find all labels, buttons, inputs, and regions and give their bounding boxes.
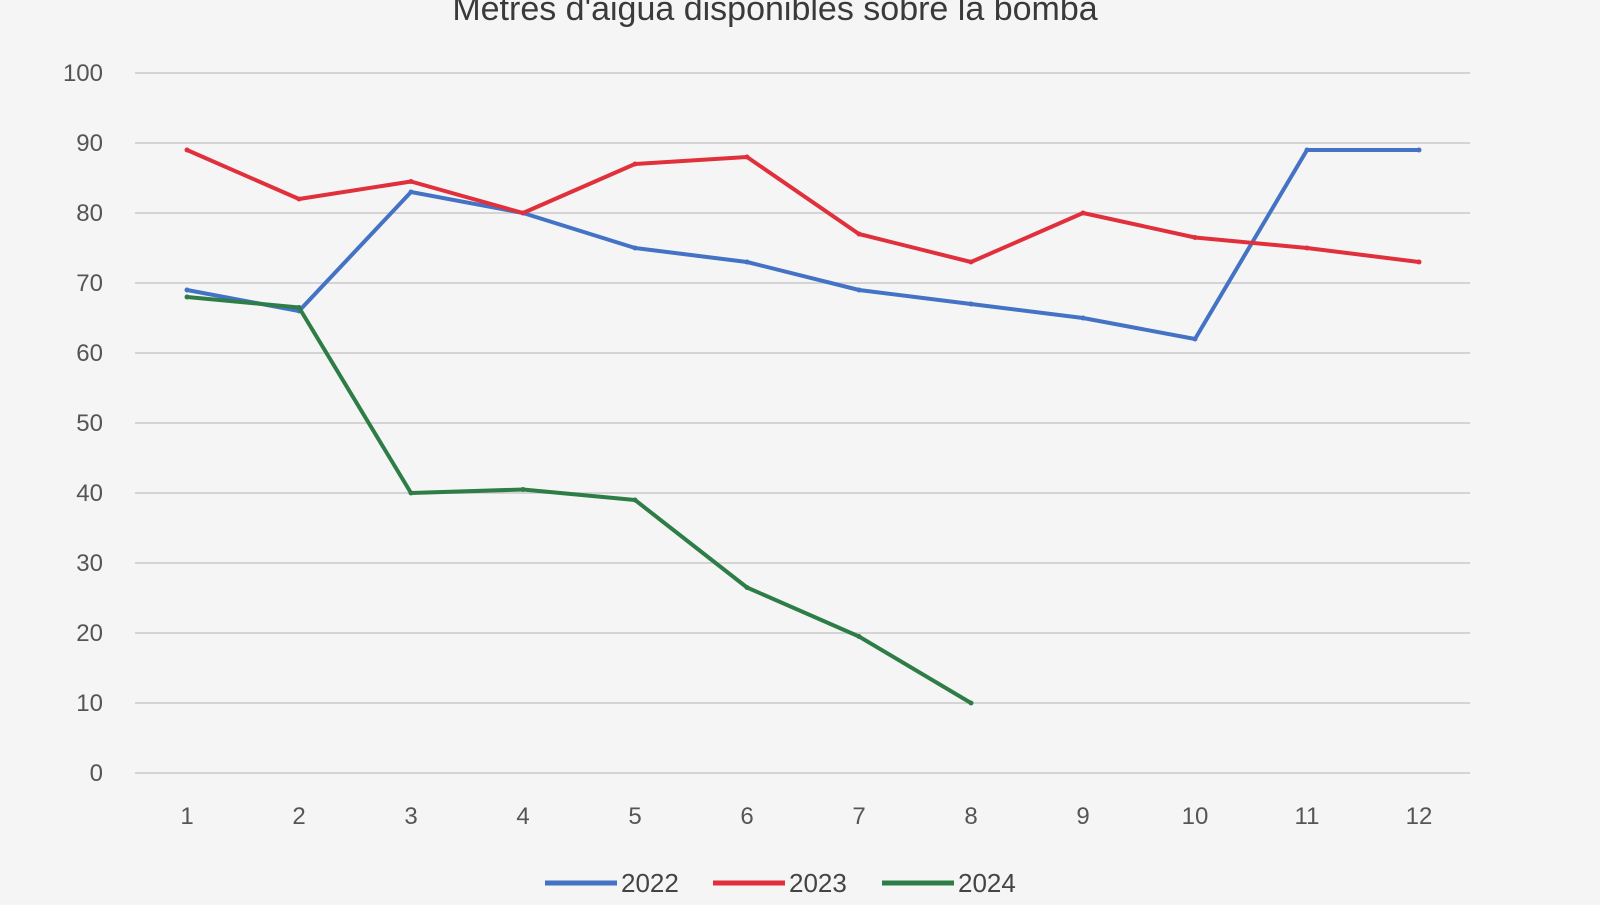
series-line-2022 xyxy=(185,148,1421,341)
legend: 2022 2023 2024 xyxy=(545,868,1016,898)
data-point-2023 xyxy=(1192,235,1198,240)
x-tick-label: 1 xyxy=(180,803,193,830)
legend-label: 2024 xyxy=(958,868,1016,898)
data-point-2022 xyxy=(1304,147,1310,153)
data-point-2022 xyxy=(1192,336,1198,342)
y-tick-label: 40 xyxy=(76,480,103,507)
data-point-2024 xyxy=(296,305,302,310)
data-point-2023 xyxy=(1304,245,1310,251)
x-tick-label: 10 xyxy=(1182,803,1209,830)
x-tick-label: 12 xyxy=(1406,803,1433,830)
data-point-2023 xyxy=(632,161,638,167)
data-point-2022 xyxy=(856,287,862,293)
y-tick-label: 70 xyxy=(76,270,103,297)
data-point-2023 xyxy=(184,147,190,153)
data-point-2022 xyxy=(968,301,974,307)
gridlines xyxy=(135,72,1470,774)
x-tick-label: 8 xyxy=(964,803,977,830)
data-point-2022 xyxy=(744,259,750,265)
data-point-2023 xyxy=(296,196,302,202)
data-point-2022 xyxy=(184,287,190,293)
y-tick-label: 90 xyxy=(76,130,103,157)
data-point-2023 xyxy=(968,259,974,265)
x-tick-label: 7 xyxy=(852,803,865,830)
data-point-2024 xyxy=(968,700,974,706)
y-tick-label: 50 xyxy=(76,410,103,437)
data-point-2024 xyxy=(184,294,190,300)
x-tick-label: 4 xyxy=(516,803,529,830)
chart-title: Metres d'aigua disponibles sobre la bomb… xyxy=(452,0,1097,28)
series-line-2024 xyxy=(185,295,973,705)
legend-label: 2023 xyxy=(789,868,847,898)
data-point-2023 xyxy=(408,179,414,184)
y-tick-label: 0 xyxy=(90,760,103,787)
data-point-2023 xyxy=(856,231,862,237)
x-tick-label: 5 xyxy=(628,803,641,830)
data-point-2022 xyxy=(408,189,414,195)
y-tick-label: 20 xyxy=(76,620,103,647)
data-point-2022 xyxy=(632,245,638,251)
x-tick-label: 2 xyxy=(292,803,305,830)
y-axis-ticks: 0 10 20 30 40 50 60 70 80 90 100 xyxy=(63,60,103,787)
data-point-2024 xyxy=(856,634,862,639)
x-axis-ticks: 1 2 3 4 5 6 7 8 9 10 11 12 xyxy=(180,803,1432,830)
y-tick-label: 100 xyxy=(63,60,103,87)
x-tick-label: 3 xyxy=(404,803,417,830)
x-tick-label: 11 xyxy=(1295,803,1320,830)
series-lines xyxy=(184,147,1422,706)
data-point-2024 xyxy=(408,490,414,496)
data-point-2024 xyxy=(744,585,750,590)
data-point-2023 xyxy=(1416,259,1422,265)
y-tick-label: 10 xyxy=(76,690,103,717)
y-tick-label: 60 xyxy=(76,340,103,367)
legend-label: 2022 xyxy=(621,868,679,898)
data-point-2023 xyxy=(1080,210,1086,216)
series-line-2023 xyxy=(185,148,1421,264)
y-tick-label: 80 xyxy=(76,200,103,227)
data-point-2023 xyxy=(520,210,526,216)
data-point-2023 xyxy=(744,154,750,160)
data-point-2022 xyxy=(1080,315,1086,321)
data-point-2024 xyxy=(632,497,638,503)
data-point-2022 xyxy=(1416,147,1422,153)
x-tick-label: 9 xyxy=(1076,803,1089,830)
x-tick-label: 6 xyxy=(740,803,753,830)
data-point-2024 xyxy=(520,487,526,492)
y-tick-label: 30 xyxy=(76,550,103,577)
